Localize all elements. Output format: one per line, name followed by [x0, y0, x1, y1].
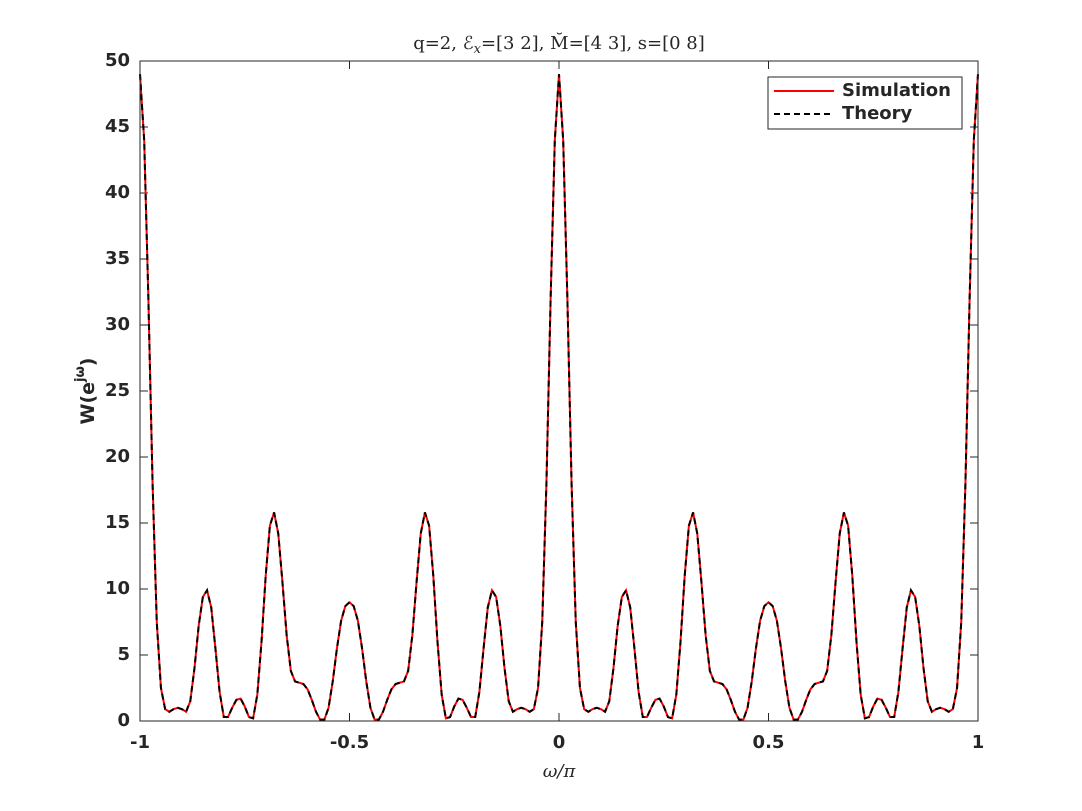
y-tick-label: 0 [117, 710, 130, 731]
y-axis-label: W(ejω) [73, 358, 99, 425]
legend-label: Theory [842, 103, 913, 124]
x-tick-label: 0.5 [753, 732, 785, 753]
y-tick-label: 45 [105, 116, 130, 137]
y-tick-label: 40 [105, 182, 130, 203]
x-tick-label: 0 [553, 732, 566, 753]
y-tick-label: 20 [105, 446, 130, 467]
x-tick-label: -1 [130, 732, 150, 753]
x-tick-label: 1 [972, 732, 985, 753]
title-part: q=2, ℰ [413, 33, 474, 54]
y-tick-label: 10 [105, 578, 130, 599]
x-tick-label: -0.5 [330, 732, 369, 753]
ylabel-part: ) [77, 358, 99, 367]
series-line [139, 74, 979, 721]
ylabel-part: W(e [77, 382, 99, 425]
title-sub: x [474, 42, 482, 57]
y-tick-label: 50 [105, 50, 130, 71]
y-tick-label: 25 [105, 380, 130, 401]
legend-label: Simulation [842, 80, 951, 101]
axes-box [139, 60, 979, 722]
title-part: =[3 2], M̆=[4 3], s=[0 8] [481, 32, 705, 54]
chart-title: q=2, ℰx=[3 2], M̆=[4 3], s=[0 8] [413, 32, 705, 57]
y-tick-label: 30 [105, 314, 130, 335]
ylabel-sup: jω [73, 366, 88, 383]
x-axis-label: ω/π [543, 761, 577, 782]
y-tick-label: 15 [105, 512, 130, 533]
y-tick-label: 35 [105, 248, 130, 269]
y-tick-label: 5 [117, 644, 130, 665]
legend-box [767, 76, 963, 130]
